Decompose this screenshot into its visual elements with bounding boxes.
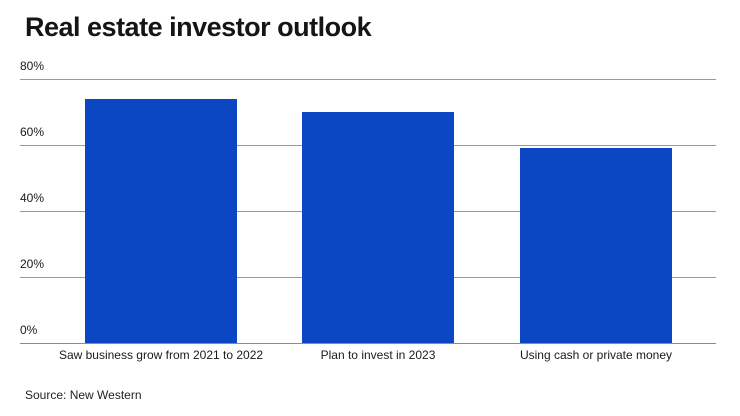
- bar: [520, 148, 672, 343]
- y-tick-label: 0%: [20, 323, 38, 337]
- x-axis-label: Using cash or private money: [519, 348, 673, 362]
- source-note: Source: New Western: [25, 388, 142, 402]
- y-tick-label: 80%: [20, 59, 45, 73]
- x-axis-label: Saw business grow from 2021 to 2022: [58, 348, 264, 362]
- chart-title: Real estate investor outlook: [25, 12, 372, 42]
- y-tick-label: 60%: [20, 125, 45, 139]
- bar: [302, 112, 454, 343]
- gridline: [20, 79, 716, 80]
- bar: [85, 98, 237, 343]
- y-tick-label: 20%: [20, 257, 45, 271]
- x-axis-label: Plan to invest in 2023: [320, 348, 436, 362]
- y-tick-label: 40%: [20, 191, 45, 205]
- x-axis-line: [20, 343, 716, 344]
